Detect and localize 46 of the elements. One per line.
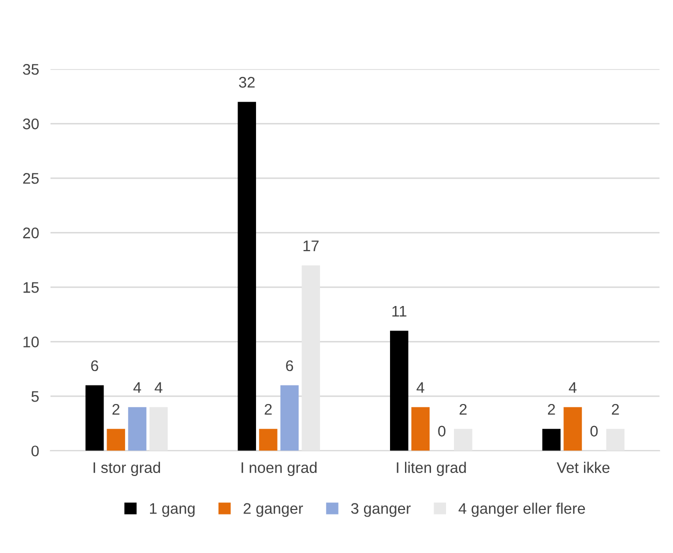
data-label: 2 [112, 404, 120, 415]
bar [542, 428, 561, 451]
bar [411, 407, 430, 451]
x-tick-label: Vet ikke [556, 462, 610, 474]
legend-label: 3 ganger [351, 503, 411, 517]
data-label: 11 [392, 306, 406, 316]
bar [128, 407, 146, 451]
x-tick-label: I stor grad [94, 462, 160, 476]
data-label: 4 [568, 382, 577, 393]
y-tick-label: 20 [23, 228, 39, 238]
data-label: 4 [154, 382, 162, 393]
bar [149, 407, 168, 451]
legend-label: 2 ganger [244, 503, 303, 517]
bar [390, 330, 408, 451]
data-label: 2 [264, 404, 272, 415]
data-label: 2 [612, 404, 619, 415]
data-label: 4 [416, 382, 424, 393]
x-tick-label: I liten grad [396, 462, 466, 476]
bar [259, 428, 278, 451]
bar [606, 428, 625, 451]
y-tick-label: 30 [22, 118, 39, 130]
data-label: 32 [238, 76, 255, 88]
bar [238, 102, 256, 451]
data-label: 4 [133, 382, 142, 393]
data-label: 6 [91, 360, 98, 372]
data-label: 6 [286, 360, 294, 372]
y-tick-label: 10 [24, 336, 39, 348]
y-tick-label: 25 [23, 173, 39, 184]
y-tick-label: 5 [31, 391, 39, 402]
bar [564, 407, 582, 451]
data-label: 2 [460, 404, 467, 415]
x-tick-label: I noen grad [242, 462, 317, 476]
y-tick-label: 15 [24, 282, 39, 293]
bar [454, 428, 472, 451]
data-label: 2 [548, 404, 555, 415]
bar [280, 385, 299, 451]
data-label: 17 [304, 240, 319, 252]
bar [106, 428, 126, 451]
bar [85, 385, 104, 451]
y-tick-label: 35 [22, 64, 39, 75]
data-label: 0 [438, 426, 446, 437]
y-tick-label: 0 [31, 446, 39, 456]
data-label: 0 [590, 426, 598, 437]
bar [302, 265, 320, 451]
legend-label: 4 ganger eller flere [458, 502, 585, 517]
legend-label: 1 gang [150, 503, 195, 517]
